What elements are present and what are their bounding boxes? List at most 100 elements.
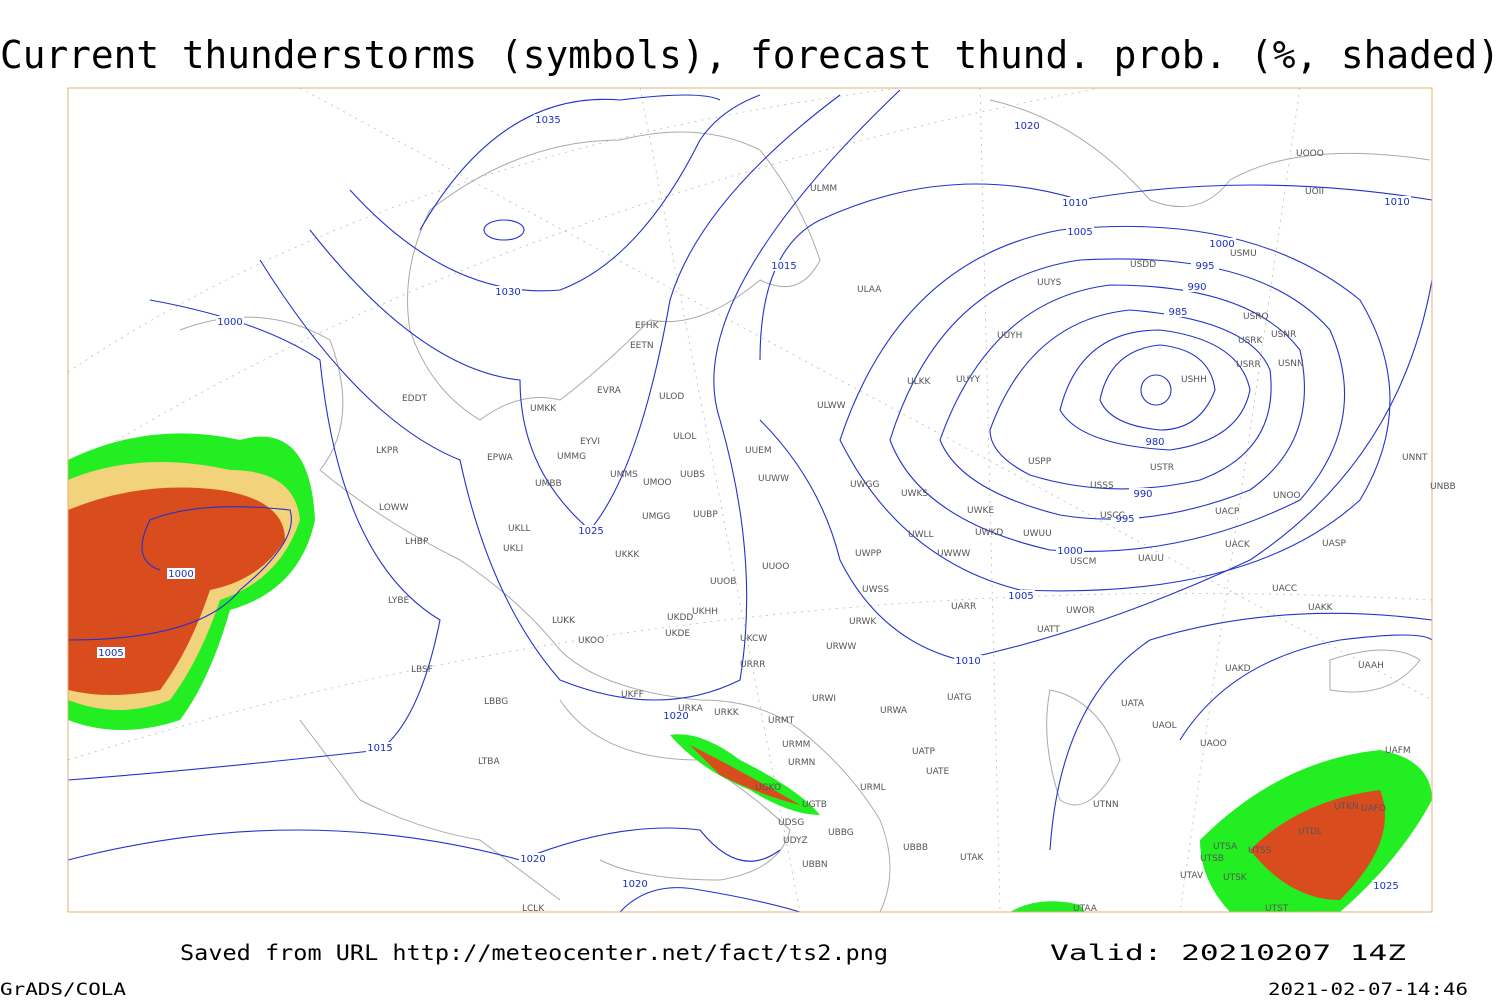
station-code: UWPP: [855, 549, 882, 559]
station-code: UTSB: [1200, 854, 1224, 864]
station-code: UUOO: [762, 562, 789, 572]
station-code: UKCW: [740, 634, 767, 644]
station-code: USNN: [1278, 359, 1304, 369]
title: Current thunderstorms (symbols), forecas…: [0, 33, 1500, 77]
station-code: UOOO: [1296, 149, 1324, 159]
isobar-label: 1010: [955, 656, 980, 667]
station-code: UMGG: [642, 512, 670, 522]
station-code: ULKK: [907, 377, 932, 387]
station-code: ULWW: [817, 401, 846, 411]
isobar-label: 1000: [1057, 546, 1082, 557]
station-code: UKHH: [692, 607, 718, 617]
station-code: UAAH: [1358, 661, 1384, 671]
station-code: UOII: [1305, 187, 1324, 197]
station-code: LKPR: [376, 446, 399, 456]
station-code: UKLI: [503, 544, 523, 554]
station-code: UKDE: [665, 629, 690, 639]
isobar-label: 1000: [217, 317, 242, 328]
thunderstorm-probability: [68, 433, 1432, 912]
station-code: ULOL: [673, 432, 696, 442]
station-code: USRK: [1238, 336, 1264, 346]
station-code: UWKD: [975, 528, 1003, 538]
isobar-label: 1020: [663, 711, 688, 722]
station-code: UARR: [951, 602, 976, 612]
map-labels: 1035 1030 1025 1020 1015 1000 1000 1005 1015 1020…: [97, 114, 1456, 914]
isobar-label: 1015: [367, 743, 392, 754]
station-code: UMKK: [530, 404, 557, 414]
station-code: UWKS: [901, 489, 928, 499]
station-code: LHBP: [405, 537, 429, 547]
station-code: UGKO: [755, 783, 781, 793]
station-code: UWOR: [1066, 606, 1095, 616]
station-code: UWSS: [862, 585, 889, 595]
station-code: UATE: [926, 767, 950, 777]
station-code: UTST: [1265, 904, 1289, 914]
station-code: ULAA: [857, 285, 882, 295]
station-code: URML: [860, 783, 886, 793]
station-code: UNBB: [1430, 482, 1456, 492]
station-code: USTR: [1150, 463, 1174, 473]
station-code: UUYY: [956, 375, 981, 385]
station-code: LBSF: [411, 665, 433, 675]
isobar-label: 1000: [1209, 239, 1234, 250]
station-code: UNNT: [1402, 453, 1428, 463]
station-code: EETN: [630, 341, 654, 351]
station-code: UAFO: [1361, 804, 1386, 814]
isobar-label: 1020: [622, 879, 647, 890]
station-code: URKA: [678, 704, 704, 714]
station-code: UTSS: [1248, 846, 1272, 856]
isobar-label: 1005: [1008, 591, 1033, 602]
station-code: USCM: [1070, 557, 1096, 567]
isobar-label: 1030: [495, 287, 520, 298]
station-code: UACP: [1215, 507, 1240, 517]
station-code: UACC: [1272, 584, 1297, 594]
station-code: UTAV: [1180, 871, 1204, 881]
station-code: UTSK: [1223, 873, 1248, 883]
station-code: UATA: [1121, 699, 1145, 709]
station-code: UUYH: [997, 331, 1022, 341]
station-code: URWA: [880, 706, 908, 716]
station-code: UACK: [1225, 540, 1251, 550]
isobar-label: 1000: [168, 569, 193, 580]
isobar-label: 995: [1115, 514, 1134, 525]
station-code: EYVI: [580, 437, 600, 447]
valid-time: Valid: 20210207 14Z: [1050, 941, 1406, 965]
station-code: LBBG: [484, 697, 508, 707]
station-code: URKK: [714, 708, 740, 718]
station-code: URMT: [768, 716, 795, 726]
station-code: UKDD: [667, 613, 693, 623]
source-url: Saved from URL http://meteocenter.net/fa…: [180, 941, 888, 965]
station-code: URMM: [782, 740, 810, 750]
station-code: UAUU: [1138, 554, 1164, 564]
station-code: UNOO: [1273, 491, 1301, 501]
isobar-label: 995: [1195, 261, 1214, 272]
station-code: UBBB: [903, 843, 928, 853]
station-code: USDD: [1130, 260, 1156, 270]
station-code: USRR: [1236, 360, 1261, 370]
station-code: UWWW: [937, 549, 970, 559]
station-code: UUOB: [710, 577, 736, 587]
isobar-label: 1025: [578, 526, 603, 537]
station-code: UTSA: [1213, 842, 1238, 852]
station-code: UMMG: [557, 452, 586, 462]
station-code: UASP: [1322, 539, 1346, 549]
timestamp: 2021-02-07-14:46: [1268, 980, 1468, 1000]
station-code: EVRA: [597, 386, 622, 396]
station-code: LYBE: [388, 596, 409, 606]
isobars: [67, 89, 1433, 913]
station-code: LCLK: [522, 904, 545, 914]
isobar-label: 1015: [771, 261, 796, 272]
station-code: USCC: [1100, 511, 1125, 521]
station-code: LUKK: [552, 616, 576, 626]
software: GrADS/COLA: [0, 980, 126, 1000]
station-code: UBBG: [828, 828, 854, 838]
station-code: UAKD: [1225, 664, 1251, 674]
station-code: URMN: [788, 758, 815, 768]
station-code: UAFM: [1385, 746, 1411, 756]
station-code: UATT: [1037, 625, 1060, 635]
isobar-label: 1025: [1373, 881, 1398, 892]
station-code: UUEM: [745, 446, 772, 456]
station-code: ULMM: [810, 184, 837, 194]
station-code: UATP: [912, 747, 936, 757]
